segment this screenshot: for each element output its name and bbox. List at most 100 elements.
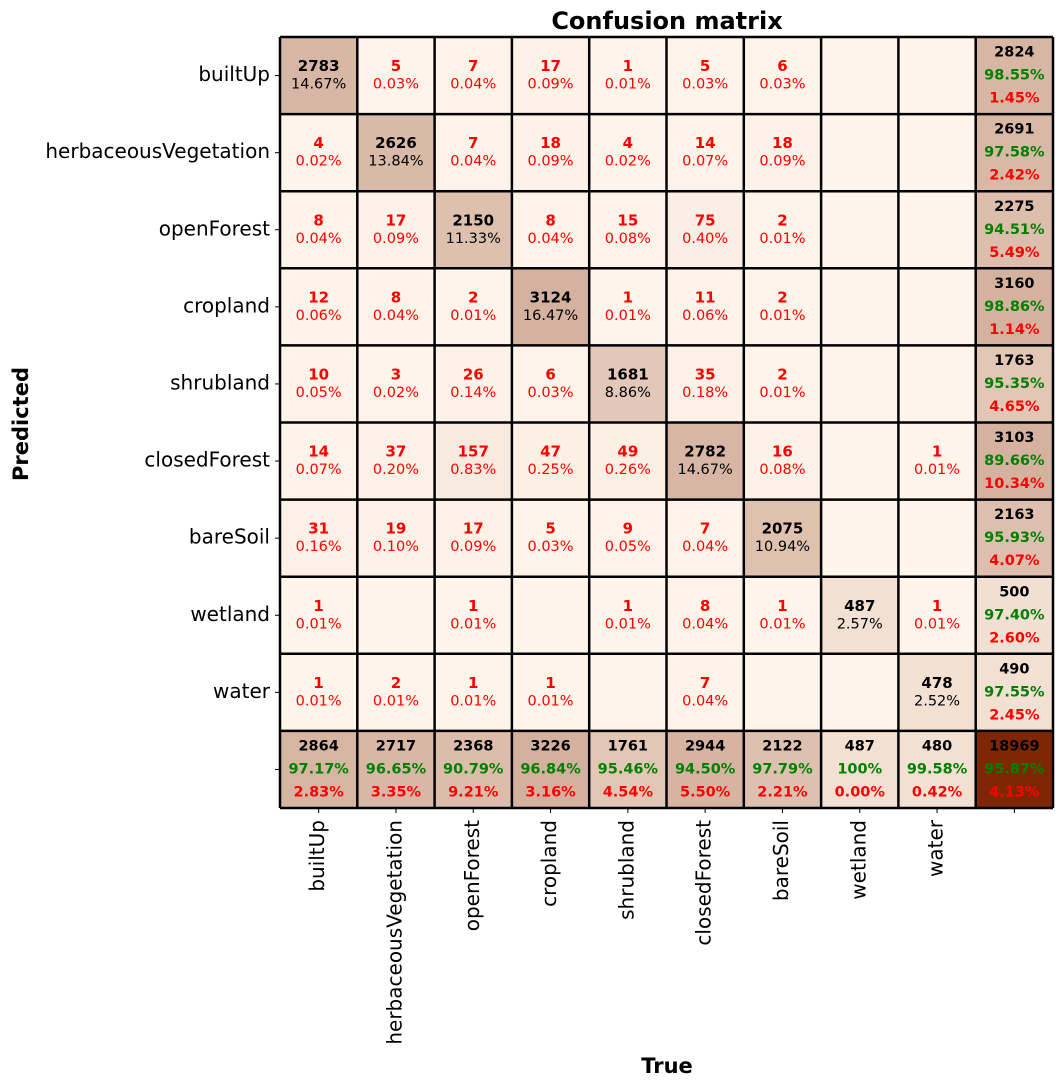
cell-percent-label: 0.01% <box>528 693 574 709</box>
cell-percent-label: 0.01% <box>914 616 960 632</box>
matrix-cell <box>434 422 512 500</box>
x-tick-labels: builtUp herbaceousVegetation openForest cro… <box>305 808 1015 1045</box>
cell-count-label: 5 <box>700 57 710 75</box>
cell-percent-label: 0.01% <box>450 308 496 324</box>
cell-count-label: 11 <box>695 288 716 306</box>
matrix-cell <box>821 576 899 654</box>
matrix-cell <box>357 576 435 654</box>
cell-percent-label: 0.04% <box>682 693 728 709</box>
matrix-cell <box>821 422 899 500</box>
cell-count-label: 18 <box>772 134 793 152</box>
cell-percent-label: 0.01% <box>914 462 960 478</box>
matrix-cells: 278314.67%50.03%70.04%170.09%10.01%50.03… <box>280 37 1053 808</box>
y-tick-label: herbaceousVegetation <box>45 139 270 163</box>
cell-count-label: 487 <box>844 597 875 615</box>
matrix-cell <box>743 268 822 346</box>
matrix-cell <box>821 191 899 269</box>
cell-count-label: 17 <box>386 211 407 229</box>
matrix-cell <box>666 37 744 115</box>
summary-correct-label: 89.66% <box>984 453 1045 469</box>
matrix-cell <box>357 37 435 115</box>
cell-count-label: 7 <box>468 57 478 75</box>
matrix-cell <box>743 653 822 731</box>
cell-count-label: 3 <box>391 365 401 383</box>
cell-count-label: 17 <box>463 520 484 538</box>
matrix-cell <box>975 730 1053 808</box>
x-tick-label: bareSoil <box>769 820 793 901</box>
summary-correct-label: 98.55% <box>984 68 1045 84</box>
cell-count-label: 2 <box>468 288 478 306</box>
cell-count-label: 1 <box>468 674 478 692</box>
cell-percent-label: 0.01% <box>605 616 651 632</box>
matrix-cell <box>898 730 976 808</box>
matrix-cell <box>666 730 744 808</box>
matrix-cell <box>743 37 822 115</box>
summary-total-label: 3226 <box>530 738 570 754</box>
summary-total-label: 2368 <box>453 738 493 754</box>
cell-percent-label: 0.01% <box>759 616 805 632</box>
cell-percent-label: 0.06% <box>296 308 342 324</box>
matrix-cell <box>975 345 1053 423</box>
cell-count-label: 1 <box>777 597 787 615</box>
matrix-cell <box>898 191 976 269</box>
cell-count-label: 7 <box>700 520 710 538</box>
matrix-cell <box>511 576 590 654</box>
matrix-cell <box>589 422 667 500</box>
cell-count-label: 35 <box>695 365 716 383</box>
matrix-cell <box>434 576 512 654</box>
summary-correct-label: 90.79% <box>443 761 504 777</box>
summary-correct-label: 96.84% <box>520 761 581 777</box>
matrix-cell <box>357 191 435 269</box>
matrix-cell <box>357 422 435 500</box>
matrix-cell <box>821 499 899 577</box>
matrix-cell <box>743 114 822 192</box>
summary-total-label: 2824 <box>994 45 1034 61</box>
cell-percent-label: 0.07% <box>682 154 728 170</box>
cell-percent-label: 16.47% <box>523 308 578 324</box>
matrix-cell <box>666 576 744 654</box>
cell-count-label: 6 <box>545 365 555 383</box>
cell-percent-label: 0.09% <box>373 231 419 247</box>
cell-percent-label: 0.09% <box>528 154 574 170</box>
summary-error-label: 1.45% <box>989 91 1040 107</box>
summary-total-label: 487 <box>845 738 875 754</box>
x-tick-label: wetland <box>846 820 870 900</box>
cell-percent-label: 10.94% <box>755 539 810 555</box>
summary-total-label: 2275 <box>994 199 1034 215</box>
cell-count-label: 2 <box>391 674 401 692</box>
matrix-cell <box>357 345 435 423</box>
summary-total-label: 2122 <box>762 738 802 754</box>
matrix-cell <box>280 114 358 192</box>
summary-total-label: 3160 <box>994 276 1034 292</box>
cell-count-label: 1 <box>932 597 942 615</box>
summary-total-label: 490 <box>999 661 1029 677</box>
summary-error-label: 0.00% <box>835 784 886 800</box>
cell-count-label: 1 <box>623 57 633 75</box>
cell-percent-label: 14.67% <box>291 77 346 93</box>
matrix-cell <box>434 653 512 731</box>
matrix-cell <box>743 730 822 808</box>
cell-count-label: 2 <box>777 211 787 229</box>
matrix-cell <box>743 422 822 500</box>
cell-count-label: 2626 <box>375 134 417 152</box>
cell-percent-label: 0.01% <box>759 231 805 247</box>
matrix-cell <box>280 422 358 500</box>
cell-percent-label: 0.04% <box>450 154 496 170</box>
x-tick-label: herbaceousVegetation <box>382 820 406 1045</box>
summary-correct-label: 99.58% <box>907 761 968 777</box>
x-tick-label: openForest <box>460 820 484 931</box>
cell-percent-label: 0.26% <box>605 462 651 478</box>
summary-correct-label: 95.87% <box>984 761 1045 777</box>
summary-total-label: 480 <box>922 738 952 754</box>
cell-percent-label: 0.01% <box>605 308 651 324</box>
cell-percent-label: 0.09% <box>450 539 496 555</box>
matrix-cell <box>743 576 822 654</box>
y-tick-label: cropland <box>183 293 270 317</box>
matrix-cell <box>589 268 667 346</box>
matrix-cell <box>589 114 667 192</box>
matrix-cell <box>898 114 976 192</box>
cell-percent-label: 0.16% <box>296 539 342 555</box>
cell-count-label: 8 <box>391 288 401 306</box>
x-tick-label: builtUp <box>305 820 329 892</box>
